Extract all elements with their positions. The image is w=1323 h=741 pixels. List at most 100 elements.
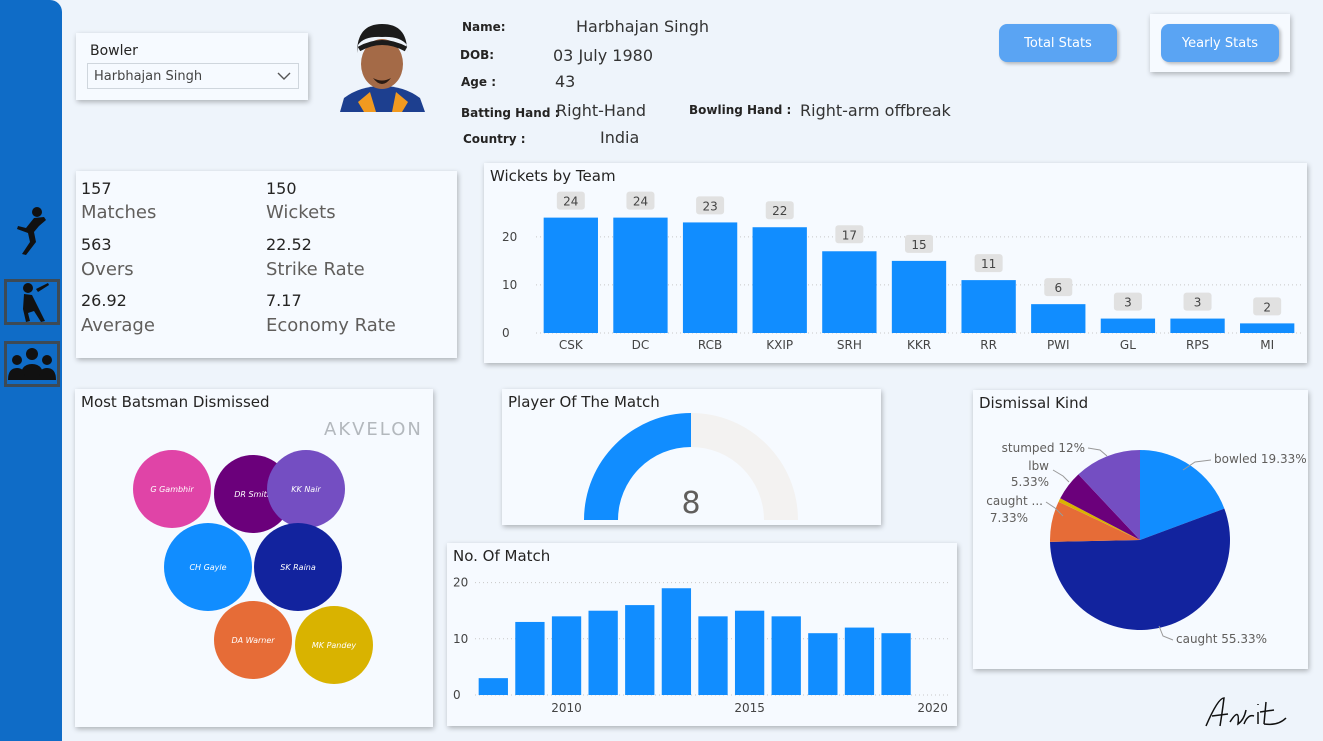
bar (844, 627, 875, 695)
strike-rate-value: 22.52 (266, 235, 312, 254)
dropdown-value: Harbhajan Singh (94, 69, 203, 84)
x-tick-label: RR (980, 338, 997, 352)
chevron-down-icon (277, 72, 291, 80)
player-age: 43 (555, 72, 576, 91)
batsman-chart-title: Most Batsman Dismissed (81, 393, 270, 411)
data-label: 2 (1263, 300, 1271, 314)
leader-line (1182, 459, 1212, 471)
name-label: Name: (462, 20, 506, 34)
wickets-value: 150 (266, 179, 297, 198)
matches-label: Matches (81, 202, 157, 223)
kpi-card: 157 Matches 150 Wickets 563 Overs 22.52 … (76, 171, 457, 358)
batsman-dismissed-card: Most Batsman Dismissed AKVELON G Gambhir… (75, 389, 433, 727)
overs-label: Overs (81, 259, 134, 280)
pie-slice (1050, 508, 1230, 630)
leader-line (1158, 625, 1174, 641)
leader-line (1045, 501, 1064, 517)
y-tick-label: 20 (502, 230, 517, 244)
bubble-label: MK Pandey (312, 641, 356, 650)
data-label-bg (974, 254, 1003, 273)
bar (543, 217, 598, 333)
matches-card: No. Of Match 0 10 20 2010 2015 2020 (447, 543, 957, 726)
bar (771, 616, 801, 695)
bubble-label: DA Warner (231, 636, 275, 645)
slicer-label: Bowler (90, 43, 138, 59)
bubble-label: SK Raina (280, 563, 316, 572)
matches-per-year-chart: 0 10 20 2010 2015 2020 (453, 576, 951, 715)
bubble (254, 523, 342, 611)
batsman-page-icon[interactable] (4, 279, 60, 325)
pie-slice (1060, 474, 1140, 540)
leader-line (1087, 447, 1108, 457)
bar (808, 633, 838, 695)
wickets-label: Wickets (266, 202, 336, 223)
bubble (295, 606, 373, 684)
x-tick-label: 2010 (551, 701, 582, 715)
overs-value: 563 (81, 235, 112, 254)
economy-label: Economy Rate (266, 315, 396, 336)
x-tick-label: PWI (1047, 338, 1070, 352)
batsman-bubble-chart: G Gambhir DR Smith KK Nair CH Gayle SK Raina… (133, 450, 373, 684)
pie-slice (1058, 498, 1140, 540)
x-tick-label: CSK (559, 338, 584, 352)
bar (515, 621, 545, 695)
wickets-chart-title: Wickets by Team (490, 167, 616, 185)
potm-card: Player Of The Match 8 (502, 389, 881, 525)
total-stats-button[interactable]: Total Stats (999, 24, 1117, 62)
bar (752, 227, 807, 333)
batting-hand-value: Right-Hand (556, 101, 647, 120)
country-value: India (600, 128, 640, 147)
bowler-page-icon[interactable] (4, 207, 60, 255)
bar (661, 588, 692, 695)
data-label-bg (905, 234, 933, 253)
bar (822, 251, 877, 333)
matches-chart-title: No. Of Match (453, 547, 551, 565)
dob-label: DOB: (460, 48, 495, 62)
team-page-icon[interactable] (4, 341, 60, 387)
data-label: 3 (1194, 296, 1202, 310)
bar (891, 260, 947, 333)
pie-slice (1078, 450, 1140, 540)
bar (551, 616, 582, 695)
pie-label: caught 55.33% (1176, 632, 1267, 646)
dismissal-pie-chart: bowled 19.33% caught 55.33% stumped 12% lbw… (986, 441, 1306, 646)
x-tick-label: MI (1260, 338, 1274, 352)
data-label: 24 (563, 195, 578, 209)
bar (588, 610, 618, 695)
data-label-bg (835, 225, 864, 244)
bowling-hand-value: Right-arm offbreak (800, 101, 951, 120)
pie-slice (1050, 501, 1140, 542)
bar (1240, 323, 1295, 333)
bowler-dropdown[interactable]: Harbhajan Singh (87, 63, 299, 89)
x-tick-label: SRH (837, 338, 862, 352)
bubble (214, 601, 292, 679)
bubble-label: G Gambhir (150, 485, 194, 494)
gauge-value: 8 (681, 486, 700, 521)
data-label: 15 (911, 238, 926, 252)
data-label: 11 (981, 257, 996, 271)
y-tick-label: 10 (502, 278, 517, 292)
bubble-label: CH Gayle (189, 563, 226, 572)
x-tick-label: 2020 (917, 701, 948, 715)
bubble-label: DR Smith (234, 490, 272, 499)
yearly-stats-button[interactable]: Yearly Stats (1161, 24, 1279, 62)
bar (881, 633, 911, 695)
akvelon-logo: AKVELON (324, 419, 423, 440)
data-label: 17 (842, 228, 857, 242)
batting-hand-label: Batting Hand : (461, 106, 560, 120)
x-tick-label: 2015 (734, 701, 765, 715)
pie-label: caught ... (986, 494, 1043, 508)
signature (1200, 694, 1290, 734)
bar (478, 678, 508, 695)
data-label: 6 (1054, 281, 1062, 295)
data-label: 22 (772, 204, 787, 218)
bar (1170, 318, 1225, 333)
y-tick-label: 20 (453, 576, 468, 590)
data-label-bg (696, 196, 725, 215)
bubble (133, 450, 211, 528)
player-photo (340, 20, 425, 112)
y-tick-label: 0 (502, 326, 510, 340)
potm-title: Player Of The Match (508, 393, 660, 411)
economy-value: 7.17 (266, 291, 302, 310)
bar (613, 217, 668, 333)
